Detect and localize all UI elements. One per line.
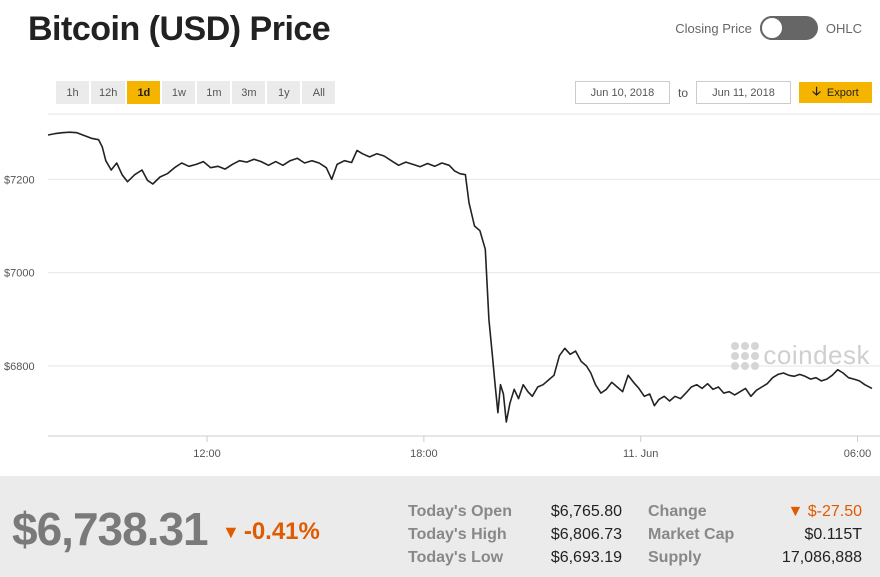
y-tick-label: $7200	[4, 174, 35, 186]
open-label: Today's Open	[408, 503, 512, 520]
closing-price-label: Closing Price	[675, 20, 752, 36]
high-value: $6,806.73	[550, 526, 622, 543]
range-button-1w[interactable]: 1w	[162, 81, 196, 104]
chart-mode-toggle: Closing Price OHLC	[675, 16, 862, 40]
download-arrow-icon: 🡣	[812, 84, 821, 98]
x-tick-label: 06:00	[844, 448, 872, 460]
price-line-series	[47, 131, 873, 423]
change-value-text: $-27.50	[807, 503, 862, 520]
x-tick-label: 18:00	[410, 448, 438, 460]
low-value: $6,693.19	[550, 549, 622, 566]
high-label: Today's High	[408, 526, 507, 543]
supply-label: Supply	[648, 549, 702, 566]
price-chart-svg: $7200 $7000 $6800 12:00 18:00 11. Jun 06:00	[4, 113, 880, 460]
range-button-all[interactable]: All	[302, 81, 336, 104]
page-title: Bitcoin (USD) Price	[28, 10, 331, 48]
stats-labels-right: Change Market Cap Supply	[648, 500, 734, 569]
range-button-1m[interactable]: 1m	[197, 81, 231, 104]
date-to-field[interactable]	[696, 81, 791, 104]
date-separator: to	[677, 85, 688, 100]
change-label: Change	[648, 503, 707, 520]
y-tick-label: $7000	[4, 268, 35, 280]
export-label: Export	[826, 86, 859, 99]
stats-values-right: ▼ $-27.50 $0.115T 17,086,888	[782, 500, 862, 569]
y-tick-label: $6800	[4, 361, 35, 373]
down-triangle-icon: ▼	[222, 521, 240, 542]
change-percent: ▼ -0.41%	[222, 518, 320, 546]
range-button-12h[interactable]: 12h	[91, 81, 126, 104]
stats-labels-left: Today's Open Today's High Today's Low	[408, 500, 512, 569]
low-label: Today's Low	[408, 549, 504, 566]
market-cap-value: $0.115T	[804, 526, 862, 543]
export-button[interactable]: 🡣 Export	[799, 82, 872, 103]
current-price: $6,738.31	[12, 503, 209, 555]
price-chart: $7200 $7000 $6800 12:00 18:00 11. Jun 06:00	[0, 104, 880, 476]
market-cap-label: Market Cap	[648, 526, 735, 543]
change-percent-value: -0.41%	[243, 518, 320, 545]
stats-bar	[0, 476, 880, 577]
x-tick-label: 11. Jun	[623, 448, 658, 460]
coindesk-watermark: coindesk	[731, 340, 870, 371]
watermark-text: coindesk	[763, 340, 870, 370]
range-button-1d[interactable]: 1d	[127, 81, 161, 104]
ohlc-label: OHLC	[825, 20, 862, 36]
range-button-3m[interactable]: 3m	[232, 81, 266, 104]
change-value: ▼ $-27.50	[782, 500, 862, 523]
time-range-selector: 1h 12h 1d 1w 1m 3m 1y All	[56, 81, 336, 104]
x-tick-label: 12:00	[193, 448, 221, 460]
date-from-field[interactable]	[574, 81, 670, 104]
open-value: $6,765.80	[550, 503, 622, 520]
coindesk-logo-icon	[731, 341, 760, 370]
date-range-controls: to 🡣 Export	[574, 81, 872, 104]
supply-value: 17,086,888	[781, 549, 862, 566]
chart-mode-switch[interactable]	[759, 16, 818, 40]
stats-values-left: $6,765.80 $6,806.73 $6,693.19	[551, 500, 622, 569]
range-button-1h[interactable]: 1h	[56, 81, 89, 104]
down-triangle-icon: ▼	[787, 503, 808, 520]
range-button-1y[interactable]: 1y	[267, 81, 301, 104]
switch-knob	[759, 16, 784, 40]
